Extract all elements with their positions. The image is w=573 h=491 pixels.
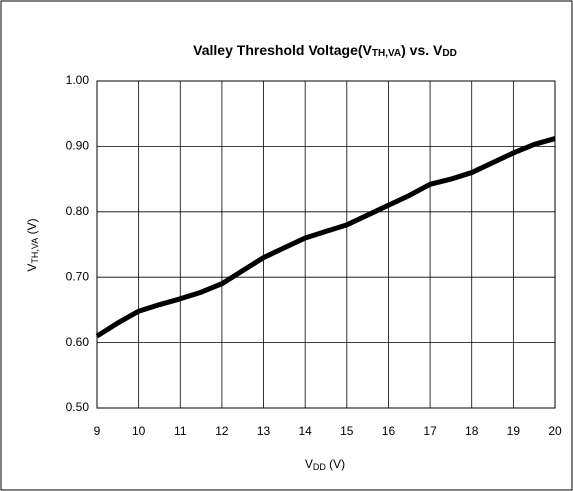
- chart-title-subscript: TH,VA: [372, 48, 401, 59]
- x-tick-label: 11: [174, 424, 187, 438]
- y-axis-label: VTH,VA (V): [25, 218, 39, 271]
- x-axis-label-subscript: DD: [313, 462, 326, 472]
- chart-title: Valley Threshold Voltage(VTH,VA) vs. VDD: [193, 42, 457, 59]
- chart-title-part: Valley Threshold Voltage(V: [193, 42, 372, 58]
- y-axis-label-part: (V): [25, 218, 39, 237]
- y-tick-label: 0.80: [66, 204, 90, 218]
- plot-border: [96, 80, 556, 409]
- y-tick-label: 0.90: [66, 139, 90, 153]
- x-tick-label: 9: [94, 424, 101, 438]
- x-axis-label-part: V: [305, 457, 313, 471]
- y-axis-label-part: V: [25, 264, 39, 272]
- y-tick-label: 0.70: [66, 269, 90, 283]
- y-tick-label: 0.50: [66, 400, 90, 414]
- y-tick-label: 0.60: [66, 335, 90, 349]
- x-tick-label: 16: [382, 424, 396, 438]
- x-tick-label: 18: [465, 424, 479, 438]
- x-tick-label: 12: [215, 424, 229, 438]
- x-axis-label: VDD (V): [305, 457, 345, 471]
- x-axis-label-part: (V): [326, 457, 345, 471]
- x-tick-label: 10: [132, 424, 146, 438]
- x-tick-label: 17: [423, 424, 437, 438]
- data-line: [95, 136, 556, 339]
- y-axis-label-subscript: TH,VA: [30, 238, 40, 264]
- x-tick-label: 14: [299, 424, 313, 438]
- y-tick-label: 1.00: [66, 73, 90, 87]
- x-tick-label: 20: [548, 424, 562, 438]
- chart-title-part: ) vs. V: [401, 42, 443, 58]
- chart-title-subscript: DD: [442, 48, 456, 59]
- x-tick-label: 13: [257, 424, 271, 438]
- x-tick-label: 15: [340, 424, 354, 438]
- x-tick-label: 19: [507, 424, 521, 438]
